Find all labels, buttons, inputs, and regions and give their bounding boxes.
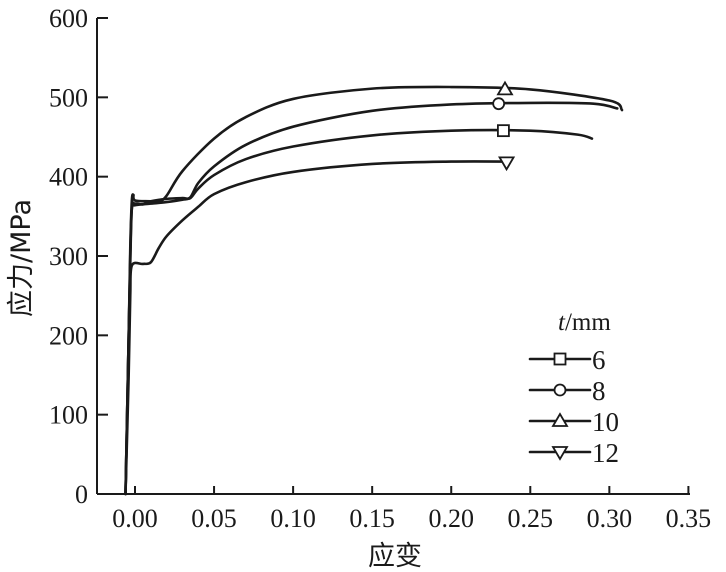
y-tick-label: 500 (49, 83, 88, 112)
series-6-line (124, 128, 594, 496)
y-ticks: 0 100 200 300 400 500 600 (49, 4, 108, 509)
legend-6-marker (553, 352, 567, 366)
legend-6-label: 6 (592, 345, 606, 375)
legend-12-label: 12 (592, 438, 619, 468)
legend-title: t/mm (558, 309, 611, 336)
y-tick-label: 200 (49, 321, 88, 350)
y-axis-title: 应力/MPa (6, 199, 37, 317)
x-tick-label: 0.05 (191, 504, 237, 533)
legend-12-marker (551, 446, 569, 461)
x-tick-label: 0.10 (270, 504, 316, 533)
y-tick-label: 0 (75, 480, 88, 509)
series-12-line (124, 160, 512, 496)
curves (124, 85, 624, 496)
x-ticks: 0.00 0.05 0.10 0.15 0.20 0.25 0.30 0.35 (112, 486, 711, 533)
series-8-line (124, 101, 619, 496)
x-tick-label: 0.25 (508, 504, 554, 533)
curve-markers (492, 80, 516, 172)
x-tick-label: 0.15 (349, 504, 395, 533)
legend-title-var: t (558, 309, 566, 336)
x-tick-label: 0.00 (112, 504, 158, 533)
legend-title-unit: /mm (565, 309, 611, 336)
legend-8-label: 8 (592, 376, 606, 406)
x-tick-label: 0.30 (587, 504, 633, 533)
series-6-marker (497, 124, 510, 138)
series-12-marker (498, 156, 516, 172)
x-tick-label: 0.20 (428, 504, 474, 533)
series-8-marker (492, 97, 506, 111)
series-10-line (124, 85, 624, 496)
y-tick-label: 400 (49, 163, 88, 192)
y-tick-label: 100 (49, 401, 88, 430)
y-tick-label: 600 (49, 4, 88, 33)
y-tick-label: 300 (49, 242, 88, 271)
series-10-marker (496, 80, 514, 96)
x-axis-title: 应变 (368, 541, 422, 572)
legend-8-marker (553, 383, 567, 397)
legend-10-label: 10 (592, 407, 619, 437)
x-tick-label: 0.35 (666, 504, 712, 533)
legend-10-marker (551, 412, 569, 427)
